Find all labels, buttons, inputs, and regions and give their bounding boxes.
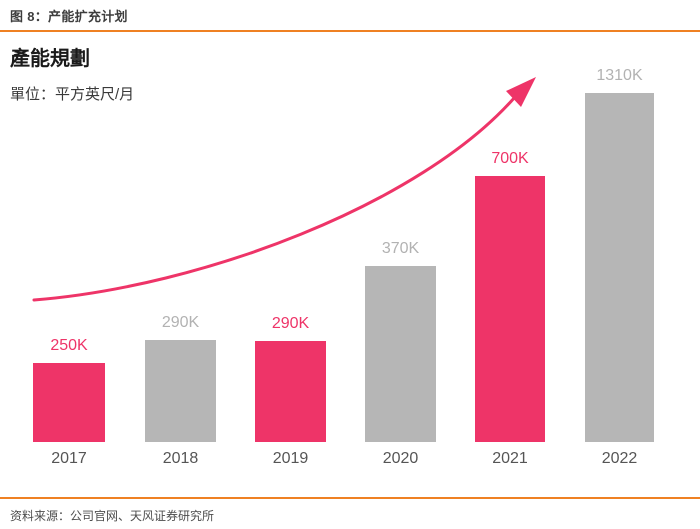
source-note: 资料来源：公司官网、天风证券研究所 [10,509,215,523]
bar-value-label: 1310K [596,67,643,84]
bar-value-label: 250K [50,337,88,354]
figure-caption: 图 8：产能扩充计划 [10,9,128,24]
bar-2018 [145,340,216,442]
bar-year-label: 2019 [272,450,309,467]
bar-2019 [255,341,326,442]
chart-title: 產能規劃 [10,48,90,70]
bar-2022 [585,93,654,442]
bar-year-label: 2022 [601,450,638,467]
bar-2021 [475,176,545,442]
bar-value-label: 290K [271,315,310,332]
bar-2020 [365,266,436,442]
bar-value-label: 700K [491,150,529,167]
bar-year-label: 2021 [492,450,528,467]
bar-year-label: 2017 [51,450,87,467]
bar-year-label: 2020 [382,450,419,467]
bar-value-label: 370K [381,240,420,257]
bar-2017 [33,363,105,442]
bars-container: 250K 2017 290K 2018 290K 2019 370K 2020 700K 2021… [33,67,654,467]
bottom-orange-divider [0,497,700,499]
bar-value-label: 290K [161,314,200,331]
bar-year-label: 2018 [162,450,199,467]
top-orange-divider [0,30,700,32]
